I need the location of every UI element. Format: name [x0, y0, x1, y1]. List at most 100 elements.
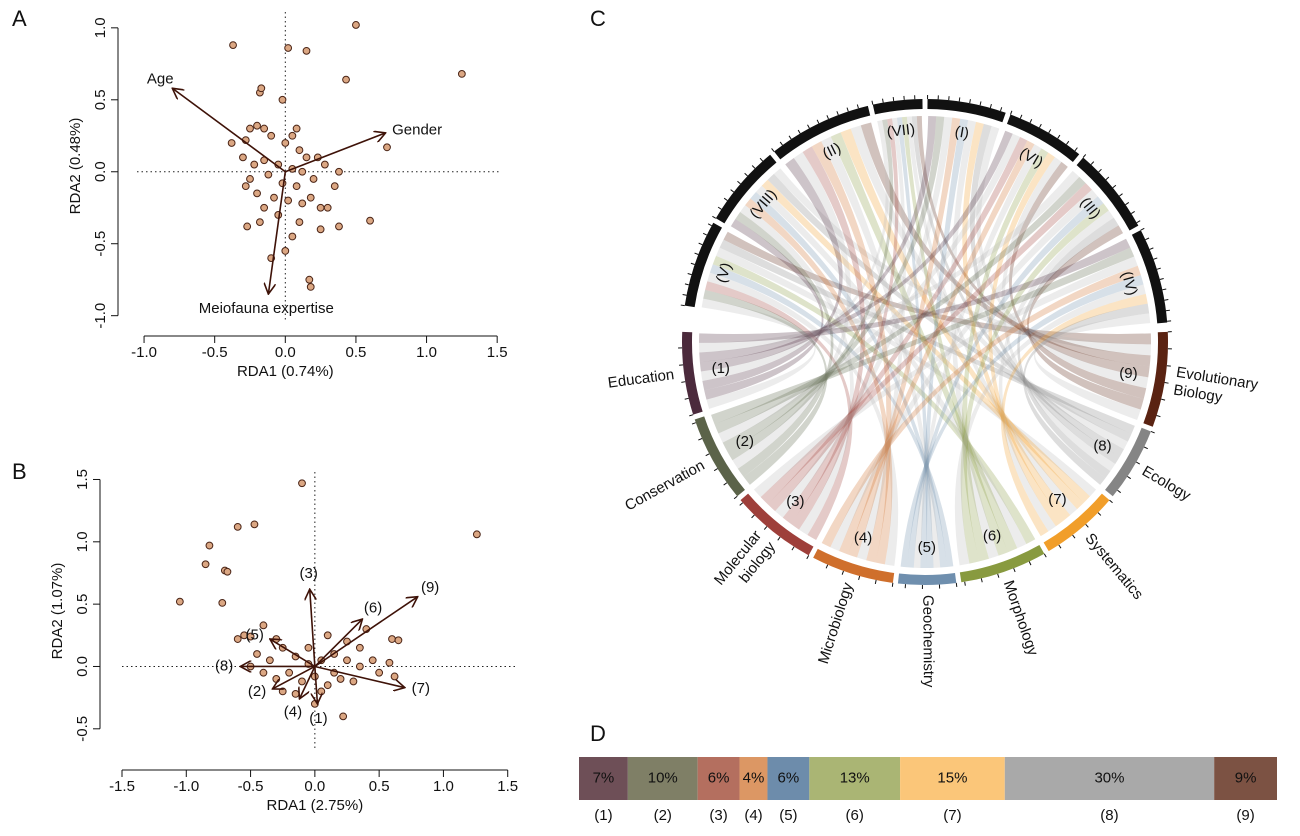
point	[343, 76, 350, 83]
point	[318, 688, 325, 695]
point	[458, 70, 465, 77]
ring-tick	[847, 108, 848, 112]
ring-tick	[1150, 248, 1154, 250]
ring-tick	[1166, 310, 1170, 311]
ring-tick	[990, 104, 991, 108]
point	[307, 283, 314, 290]
point	[254, 651, 261, 658]
sector-label-text: Conservation	[622, 457, 708, 515]
ring-tick	[965, 582, 966, 586]
ring-tick	[1010, 111, 1011, 115]
point	[260, 669, 267, 676]
category-label: (2)	[654, 807, 672, 824]
category-label: (9)	[1236, 807, 1254, 824]
ring-tick	[1083, 154, 1086, 157]
arrow-label: (9)	[421, 579, 439, 596]
sector-label-line: Ecology	[1139, 463, 1194, 505]
ring-tick	[772, 148, 774, 151]
sector-number: (5)	[918, 539, 936, 556]
sector-label-line: Systematics	[1082, 530, 1147, 603]
ring-tick	[724, 198, 727, 200]
arrow	[315, 619, 363, 666]
y-tick-label: 0.5	[92, 89, 109, 110]
ring-tick	[1145, 238, 1149, 240]
value-label: 9%	[1235, 769, 1257, 786]
ring-tick	[1151, 431, 1155, 432]
ring-tick	[699, 243, 703, 245]
point	[254, 122, 261, 129]
ring-tick	[731, 190, 734, 192]
point	[251, 521, 258, 528]
ring-tick	[689, 415, 693, 416]
sector-label-line: Geochemistry	[919, 595, 937, 688]
point	[285, 197, 292, 204]
x-tick-label: -1.0	[131, 344, 157, 361]
point	[376, 669, 383, 676]
sector-label: Molecularbiology	[711, 527, 779, 600]
sector-number: (7)	[1048, 491, 1066, 508]
category-label: (7)	[943, 807, 961, 824]
ring-tick	[1157, 268, 1161, 269]
ring-tick	[1137, 221, 1140, 223]
ring-tick	[970, 99, 971, 103]
ring-tick	[842, 571, 843, 575]
arrow-label: (8)	[215, 657, 233, 674]
ring-tick	[1044, 554, 1046, 557]
point	[289, 233, 296, 240]
point	[353, 22, 360, 29]
ring-tick	[734, 496, 737, 499]
arrow-label: Gender	[392, 121, 442, 138]
value-label: 6%	[778, 769, 800, 786]
ring-tick	[1086, 524, 1089, 527]
arrow-label: (3)	[300, 565, 318, 582]
arrow-label: Age	[147, 70, 174, 87]
category-label: (8)	[1100, 807, 1118, 824]
category-label: (3)	[709, 807, 727, 824]
ring-tick	[692, 423, 696, 424]
point	[228, 140, 235, 147]
point	[317, 226, 324, 233]
ring-tick	[1066, 141, 1068, 144]
point	[389, 636, 396, 643]
ring-tick	[1020, 115, 1022, 119]
ring-tick	[688, 274, 692, 275]
ring-tick	[808, 125, 810, 129]
sector-label-text: Education	[607, 366, 675, 392]
ring-tick	[1119, 194, 1122, 196]
point	[293, 125, 300, 132]
sector-number: (1)	[712, 360, 730, 377]
top-sector-label: (VII)	[886, 121, 916, 141]
ring-tick	[714, 469, 717, 471]
point	[336, 168, 343, 175]
sector-label: Microbiology	[815, 580, 857, 666]
point	[369, 657, 376, 664]
ring-tick	[1073, 535, 1075, 538]
x-tick-label: 1.0	[433, 778, 454, 795]
ring-tick	[681, 382, 685, 383]
ring-tick	[1058, 135, 1060, 138]
ring-tick	[1126, 202, 1129, 204]
sector-number: (9)	[1119, 365, 1137, 382]
top-sector-label: (I)	[953, 123, 970, 142]
ring-tick	[1153, 258, 1157, 259]
point	[230, 42, 237, 49]
point	[384, 144, 391, 151]
sector-label: Ecology	[1139, 463, 1194, 505]
ring-tick	[760, 158, 763, 161]
point	[307, 194, 314, 201]
sector-label-line: Morphology	[1000, 578, 1042, 658]
top-sector	[873, 99, 923, 114]
y-tick-label: -1.0	[92, 303, 109, 329]
sector-label: Education	[607, 366, 675, 392]
ring-tick	[959, 97, 960, 101]
sector-label-text: Systematics	[1082, 530, 1147, 603]
ring-tick	[893, 97, 894, 101]
arrow	[270, 639, 315, 666]
arrow-label: Meiofauna expertise	[199, 300, 334, 317]
y-tick-label: 0.0	[74, 656, 91, 677]
y-tick-label: -0.5	[92, 231, 109, 257]
sector-label: EvolutionaryBiology	[1172, 364, 1259, 412]
point	[386, 659, 393, 666]
ring-tick	[712, 216, 715, 218]
point	[306, 276, 313, 283]
